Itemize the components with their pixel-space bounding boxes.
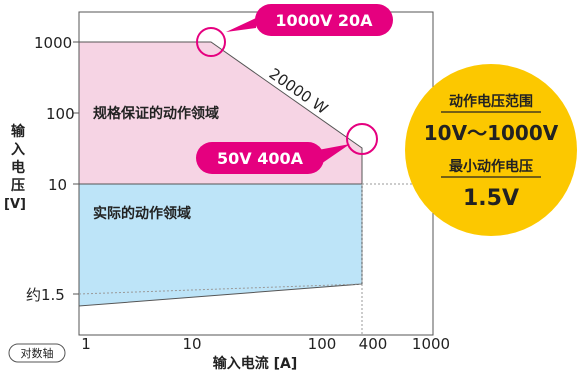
corner-highlight-circle bbox=[346, 123, 378, 155]
callout-top bbox=[255, 4, 393, 36]
y-tick-label: 10 bbox=[48, 176, 67, 194]
callout-left bbox=[196, 142, 324, 174]
x-axis-label: 输入电流 [A] bbox=[213, 355, 298, 372]
actual-region-label: 实际的动作领域 bbox=[93, 205, 191, 222]
info-voltage-range-title: 动作电压范围 bbox=[449, 93, 533, 110]
callout-top-text: 1000V 20A bbox=[275, 11, 373, 30]
guaranteed-region-label: 规格保证的动作领域 bbox=[93, 105, 219, 122]
info-min-voltage-value: 1.5V bbox=[463, 186, 519, 211]
corner-highlight-circle bbox=[196, 27, 226, 57]
log-axis-tag-label: 对数轴 bbox=[21, 346, 54, 360]
x-tick-label: 400 bbox=[359, 335, 388, 353]
log-axis-tag bbox=[8, 343, 66, 363]
x-tick-label: 1 bbox=[81, 335, 91, 353]
info-circle bbox=[405, 64, 577, 236]
x-tick-label: 1000 bbox=[412, 335, 450, 353]
info-min-voltage-title: 最小动作电压 bbox=[449, 158, 533, 175]
y-axis-label-char: 输 bbox=[11, 123, 26, 140]
x-tick-label: 100 bbox=[308, 335, 337, 353]
y-axis-label-char: 入 bbox=[11, 142, 25, 158]
y-axis-label-unit: [V] bbox=[4, 197, 26, 212]
guide-line-1-5v bbox=[78, 283, 363, 295]
y-axis-label-char: 压 bbox=[11, 178, 25, 194]
y-tick-label: 100 bbox=[46, 105, 75, 123]
y-tick-label: 1000 bbox=[34, 34, 72, 52]
info-voltage-range-value: 10V～1000V bbox=[424, 121, 559, 145]
x-tick-label: 10 bbox=[182, 335, 201, 353]
callout-pointer bbox=[226, 18, 256, 32]
callout-pointer bbox=[318, 144, 350, 166]
actual-operating-region bbox=[78, 183, 363, 307]
callout-left-text: 50V 400A bbox=[217, 149, 304, 168]
y-tick-label: 约1.5 bbox=[26, 286, 65, 304]
y-axis-label-char: 电 bbox=[11, 159, 25, 176]
